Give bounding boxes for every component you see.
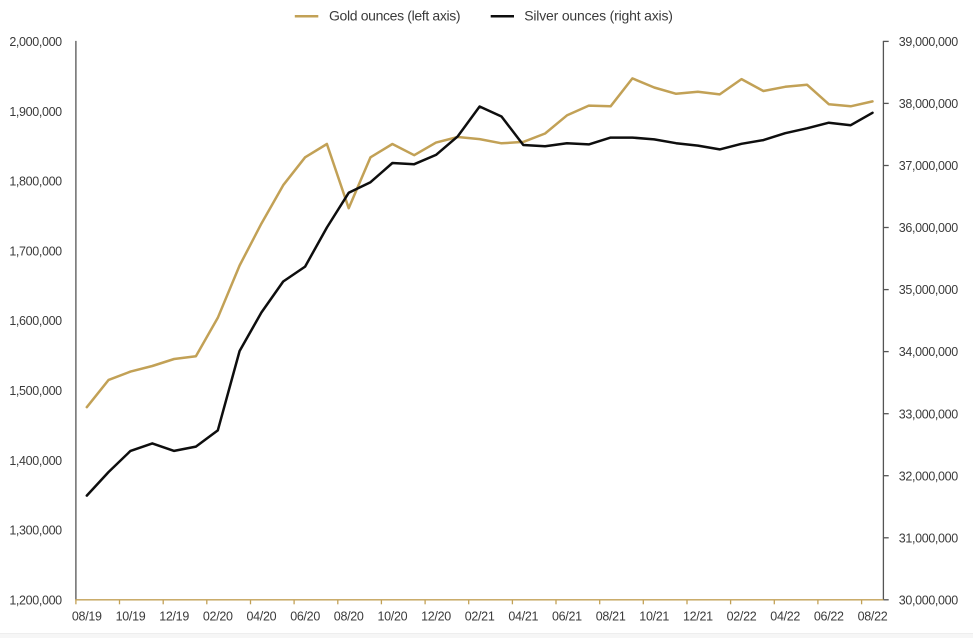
svg-text:08/21: 08/21	[596, 610, 626, 624]
svg-text:1,300,000: 1,300,000	[9, 524, 62, 538]
svg-text:06/20: 06/20	[290, 610, 320, 624]
svg-text:02/22: 02/22	[727, 610, 757, 624]
svg-text:1,400,000: 1,400,000	[9, 454, 62, 468]
svg-text:1,800,000: 1,800,000	[9, 175, 62, 189]
svg-text:31,000,000: 31,000,000	[899, 531, 958, 545]
svg-text:33,000,000: 33,000,000	[899, 407, 958, 421]
svg-text:38,000,000: 38,000,000	[899, 97, 958, 111]
svg-text:37,000,000: 37,000,000	[899, 159, 958, 173]
svg-text:30,000,000: 30,000,000	[899, 593, 958, 607]
svg-text:10/19: 10/19	[116, 610, 146, 624]
svg-text:10/20: 10/20	[378, 610, 408, 624]
svg-text:32,000,000: 32,000,000	[899, 469, 958, 483]
svg-text:2,000,000: 2,000,000	[9, 35, 62, 49]
svg-text:36,000,000: 36,000,000	[899, 221, 958, 235]
svg-text:1,900,000: 1,900,000	[9, 105, 62, 119]
svg-text:06/21: 06/21	[552, 610, 582, 624]
svg-text:1,600,000: 1,600,000	[9, 314, 62, 328]
svg-text:12/20: 12/20	[421, 610, 451, 624]
svg-text:12/19: 12/19	[159, 610, 189, 624]
svg-text:1,500,000: 1,500,000	[9, 384, 62, 398]
svg-text:08/20: 08/20	[334, 610, 364, 624]
svg-text:12/21: 12/21	[683, 610, 713, 624]
svg-text:1,200,000: 1,200,000	[9, 593, 62, 607]
svg-text:39,000,000: 39,000,000	[899, 35, 958, 49]
svg-text:35,000,000: 35,000,000	[899, 283, 958, 297]
svg-text:10/21: 10/21	[639, 610, 669, 624]
svg-text:1,700,000: 1,700,000	[9, 244, 62, 258]
svg-text:08/19: 08/19	[72, 610, 102, 624]
svg-text:04/20: 04/20	[247, 610, 277, 624]
svg-text:34,000,000: 34,000,000	[899, 345, 958, 359]
svg-text:08/22: 08/22	[858, 610, 888, 624]
svg-text:02/20: 02/20	[203, 610, 233, 624]
svg-text:04/22: 04/22	[770, 610, 800, 624]
svg-text:06/22: 06/22	[814, 610, 844, 624]
svg-text:Gold ounces (left axis): Gold ounces (left axis)	[329, 8, 460, 24]
svg-text:02/21: 02/21	[465, 610, 495, 624]
svg-text:Silver ounces (right axis): Silver ounces (right axis)	[524, 8, 673, 24]
svg-text:04/21: 04/21	[508, 610, 538, 624]
